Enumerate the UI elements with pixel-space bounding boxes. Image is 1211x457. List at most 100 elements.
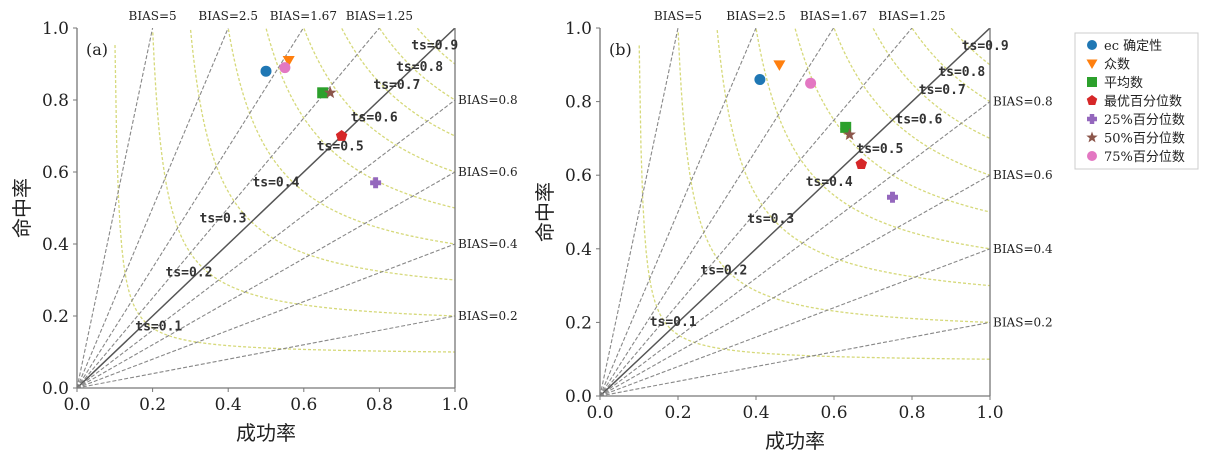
bias-line [600,28,990,396]
panel-label: (b) [609,40,632,59]
bias-label: BIAS=0.6 [458,165,518,179]
ts-label: ts=0.5 [856,142,903,157]
x-tick-label: 0.0 [63,395,90,415]
y-tick-label: 1.0 [42,19,69,39]
ts-label: ts=0.5 [317,139,364,154]
bias-line [77,28,229,388]
data-point [855,158,868,170]
ts-label: ts=0.6 [351,111,398,126]
data-point [317,87,329,99]
y-tick-label: 0.6 [42,163,69,183]
bias-label: BIAS=0.2 [993,315,1053,329]
chart-panel-a: 0.0 0.2 0.4 0.6 0.8 1.0 0.0 0.2 0.4 0.6 0.8 1.0 成功率 命… [10,9,518,445]
bias-label: BIAS=1.67 [270,9,337,23]
bias-label: BIAS=5 [129,9,177,23]
y-tick-label: 0.0 [42,379,69,399]
data-point [840,121,852,133]
x-tick-label: 0.2 [139,395,166,415]
legend-marker [1087,77,1097,87]
x-tick-label: 1.0 [441,395,468,415]
ts-label: ts=0.7 [373,78,420,93]
legend-marker [1087,114,1097,124]
x-tick-label: 1.0 [976,403,1003,423]
y-tick-label: 0.2 [42,307,69,327]
y-tick-label: 1.0 [565,19,592,39]
ts-label: ts=0.8 [396,60,443,75]
bias-line [600,248,990,396]
data-point [773,60,786,71]
ts-curve [416,28,455,65]
bias-label: BIAS=2.5 [198,9,258,23]
legend-label: 75%百分位数 [1104,150,1185,165]
ts-label: ts=0.9 [962,39,1009,54]
bias-line [600,101,990,396]
data-point [335,129,348,141]
plot-area [600,28,990,396]
bias-line [600,28,913,396]
legend-marker [1087,151,1097,161]
data-point [805,77,817,89]
ts-label: ts=0.1 [135,319,182,334]
x-tick-label: 0.8 [366,395,393,415]
bias-label: BIAS=0.2 [458,309,518,323]
bias-label: BIAS=2.5 [726,9,786,23]
ts-label: ts=0.2 [700,264,747,279]
data-point [754,74,766,86]
ts-curve [227,29,455,245]
y-axis-label: 命中率 [10,178,34,238]
bias-line [600,174,990,396]
data-point [282,56,295,67]
ts-label: ts=0.9 [411,39,458,54]
bias-line [600,28,757,396]
ts-label: ts=0.4 [252,175,299,190]
x-tick-label: 0.6 [290,395,317,415]
bias-line [77,28,455,388]
ts-curve [716,29,990,287]
bias-line [600,321,990,396]
ts-curve [379,28,455,101]
x-axis-label: 成功率 [765,429,825,453]
legend-label: 最优百分位数 [1104,95,1182,110]
plot-area [77,28,455,388]
bias-line [77,28,154,388]
bias-label: BIAS=0.4 [458,237,518,251]
bias-line [77,171,455,388]
chart-panel-b: 0.0 0.2 0.4 0.6 0.8 1.0 0.0 0.2 0.4 0.6 0.8 1.0 成功率 命… [533,9,1053,453]
legend-label: ec 确定性 [1104,39,1162,54]
ts-curve [950,28,990,66]
ts-label: ts=0.1 [650,315,697,330]
y-axis-label: 命中率 [533,182,557,242]
ts-label: ts=0.2 [166,265,213,280]
legend-label: 平均数 [1104,76,1143,91]
bias-line [77,99,455,388]
x-tick-label: 0.2 [664,403,691,423]
bias-label: BIAS=1.25 [878,9,945,23]
ts-label: ts=0.6 [895,113,942,128]
legend-marker [1086,59,1098,69]
data-point [370,177,382,189]
x-tick-label: 0.6 [820,403,847,423]
ts-curve [189,29,455,281]
y-tick-label: 0.4 [565,240,592,260]
ts-curve [303,28,455,173]
panel-label: (a) [86,40,108,59]
bias-label: BIAS=0.4 [993,242,1053,256]
y-tick-label: 0.2 [565,313,592,333]
y-tick-label: 0.8 [565,93,592,113]
bias-line [77,243,455,388]
bias-line [600,28,834,396]
bias-label: BIAS=1.67 [800,9,867,23]
y-tick-label: 0.8 [42,91,69,111]
bias-label: BIAS=0.8 [458,93,518,107]
ts-curve [341,28,455,137]
x-tick-label: 0.4 [215,395,242,415]
bias-label: BIAS=0.6 [993,168,1053,182]
legend-marker [1087,40,1097,50]
y-tick-label: 0.0 [565,387,592,407]
legend-label: 众数 [1104,58,1130,73]
x-tick-label: 0.4 [742,403,769,423]
data-point [887,191,898,203]
ts-label: ts=0.8 [938,65,985,80]
ts-label: ts=0.3 [747,212,794,227]
